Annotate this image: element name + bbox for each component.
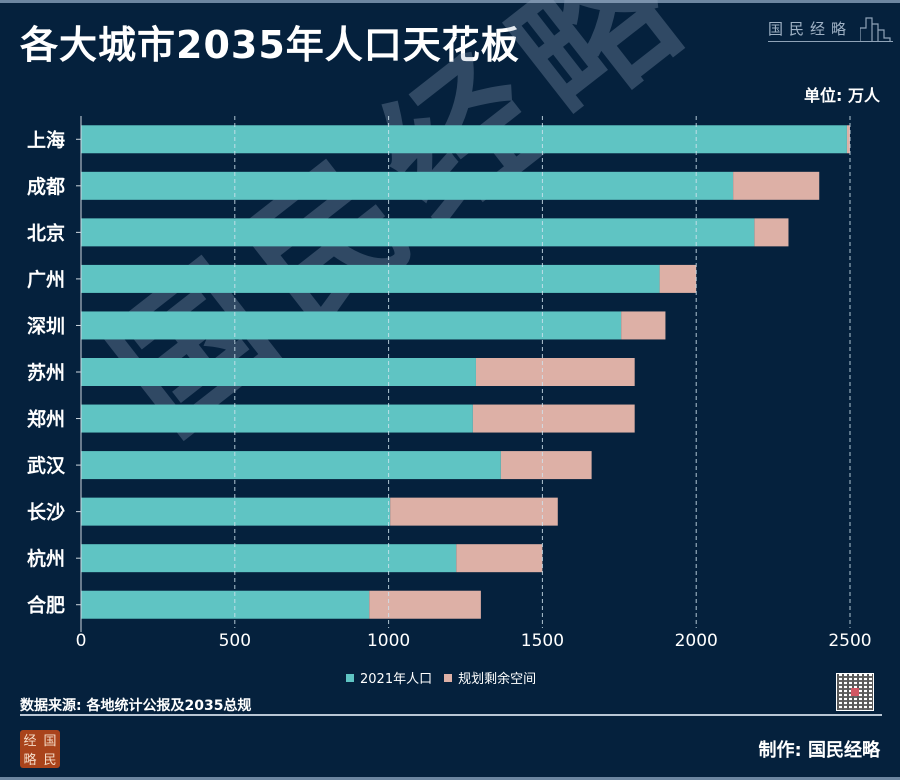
bar-remaining xyxy=(472,404,635,433)
logo-char: 国 xyxy=(43,734,57,749)
x-tick-label: 1500 xyxy=(521,631,564,651)
logo-char: 经 xyxy=(23,734,37,749)
brand-name: 国民经略 xyxy=(768,20,853,38)
bar-population xyxy=(81,404,473,433)
chart-title: 各大城市2035年人口天花板 xyxy=(20,23,520,67)
bar-remaining xyxy=(754,218,789,247)
logo-char: 略 xyxy=(23,753,37,768)
bar-population xyxy=(81,264,660,293)
legend-label-population: 2021年人口 xyxy=(360,672,433,687)
x-tick-label: 0 xyxy=(76,631,87,651)
y-tick-label: 合肥 xyxy=(27,594,65,617)
bar-remaining xyxy=(621,311,666,340)
bar-population xyxy=(81,358,476,386)
data-source: 数据来源: 各地统计公报及2035总规 xyxy=(20,698,252,714)
y-tick-label: 北京 xyxy=(27,221,65,244)
bar-remaining xyxy=(456,544,543,573)
top-border xyxy=(0,0,900,3)
bar-population xyxy=(81,497,391,526)
logo-char: 民 xyxy=(43,753,57,768)
x-tick-label: 500 xyxy=(219,631,251,651)
unit-label: 单位: 万人 xyxy=(804,86,880,105)
legend-item-remaining: 规划剩余空间 xyxy=(444,668,536,687)
bar-remaining xyxy=(369,590,481,619)
credit-label: 制作: 国民经略 xyxy=(758,740,880,761)
y-tick-label: 武汉 xyxy=(27,455,66,477)
bar-population xyxy=(81,171,734,200)
y-tick-label: 郑州 xyxy=(27,409,65,431)
city-skyline-icon xyxy=(860,17,891,41)
y-tick-label: 广州 xyxy=(27,268,65,291)
bar-remaining xyxy=(846,125,850,154)
legend-swatch-remaining xyxy=(444,673,453,682)
y-tick-label: 成都 xyxy=(27,175,65,198)
y-tick-label: 上海 xyxy=(27,128,65,151)
footer-divider xyxy=(20,714,882,716)
legend-item-population: 2021年人口 xyxy=(346,668,432,687)
bar-remaining xyxy=(500,451,592,480)
y-tick-label: 长沙 xyxy=(27,502,65,524)
bar-population xyxy=(81,451,501,480)
brand-header: 国民经略 xyxy=(768,14,893,44)
qr-code-icon xyxy=(836,673,874,711)
bar-remaining xyxy=(733,171,820,200)
bar-population xyxy=(81,311,622,340)
brand-logo-icon: 经 国 略 民 xyxy=(20,730,60,768)
bar-population xyxy=(81,125,847,154)
y-tick-label: 杭州 xyxy=(27,547,65,570)
bar-population xyxy=(81,218,755,247)
brand-underline xyxy=(768,41,893,42)
bar-population xyxy=(81,544,457,573)
x-tick-label: 2000 xyxy=(675,631,718,651)
bar-remaining xyxy=(659,264,697,293)
bar-remaining xyxy=(390,497,558,526)
legend: 2021年人口 规划剩余空间 xyxy=(346,668,542,687)
y-tick-label: 深圳 xyxy=(27,314,65,337)
bar-population xyxy=(81,590,370,619)
bottom-border xyxy=(0,777,900,780)
x-tick-label: 2500 xyxy=(828,631,871,651)
legend-swatch-population xyxy=(346,673,354,682)
bar-remaining xyxy=(475,358,635,386)
x-tick-label: 1000 xyxy=(367,631,410,651)
legend-label-remaining: 规划剩余空间 xyxy=(458,672,537,687)
y-tick-label: 苏州 xyxy=(27,361,65,384)
